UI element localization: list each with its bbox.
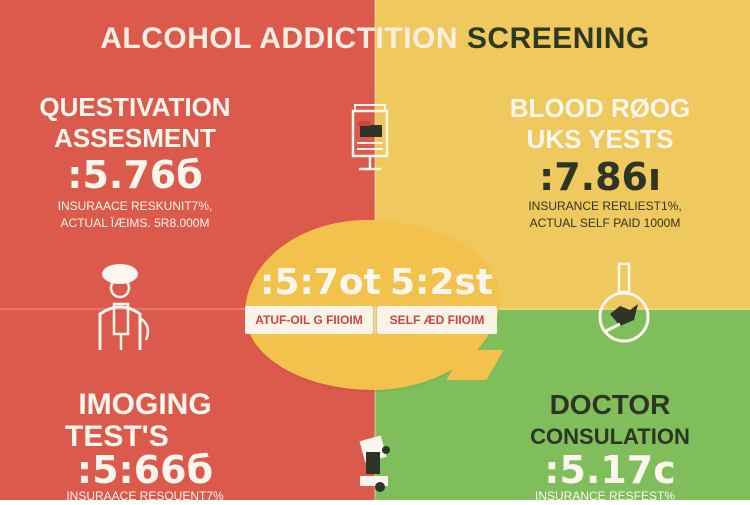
questionnaire-detail-line1: INSURAACE RESKUNIT7%, bbox=[57, 199, 213, 213]
questionnaire-heading-line2: ASSESMENT bbox=[54, 123, 216, 153]
center-label-separator bbox=[374, 306, 376, 334]
center-label-right: SELF ÆD FIIOIM bbox=[377, 306, 497, 334]
center-price-left: :5:7ot bbox=[260, 262, 381, 303]
blood-detail-line2: ACTUAL SELF PAID 1000M bbox=[529, 216, 681, 230]
blood-details: INSURANCE RERLIEST1%, ACTUAL SELF PAID 1… bbox=[505, 198, 705, 232]
questionnaire-detail-line2: ACTUAL ÏÆIMS. 5R8.000M bbox=[60, 216, 210, 230]
questionnaire-details: INSURAACE RESKUNIT7%, ACTUAL ÏÆIMS. 5R8.… bbox=[25, 198, 245, 232]
clipboard-doctor-icon bbox=[351, 104, 389, 171]
blood-detail-line1: INSURANCE RERLIEST1%, bbox=[528, 199, 682, 213]
center-price-right: 5:2st bbox=[390, 262, 494, 303]
blood-heading-line1: BLOOD RØOG bbox=[509, 93, 691, 123]
doctor-figure-icon bbox=[98, 264, 150, 350]
questionnaire-price: :5.76б bbox=[67, 153, 203, 197]
test-tube-hand-icon bbox=[598, 262, 650, 343]
title-part2: SCREENING bbox=[466, 22, 650, 55]
imaging-heading-line1: IMOGING bbox=[78, 388, 212, 421]
doctor-heading: DOCTOR CONSULATION bbox=[500, 389, 720, 453]
microscope-icon bbox=[359, 435, 390, 492]
blood-heading-line2: UKS YESTS bbox=[526, 124, 674, 154]
doctor-heading-line1: DOCTOR bbox=[549, 389, 671, 420]
imaging-heading-line2: TEST'S bbox=[65, 420, 169, 453]
questionnaire-heading-line1: QUESTIVATION bbox=[39, 92, 231, 122]
doctor-price: :5.17с bbox=[544, 448, 676, 492]
imaging-price: :5:66б bbox=[76, 448, 214, 492]
questionnaire-heading: QUESTIVATION ASSESMENT bbox=[30, 92, 240, 154]
imaging-detail-line1: INSURAACE RESQUENT7% bbox=[66, 489, 224, 503]
imaging-heading: IMOGING TEST'S bbox=[55, 389, 235, 453]
title-part1: ALCOHOL ADDICTITION bbox=[100, 22, 459, 55]
blood-heading: BLOOD RØOG UKS YESTS bbox=[505, 93, 695, 155]
page-title: ALCOHOL ADDICTITION SCREENING bbox=[0, 22, 750, 56]
blood-price: :7.86ı bbox=[539, 155, 661, 199]
center-label-left: ATUF-OIL G FIIOIM bbox=[245, 306, 373, 334]
doctor-detail-line1: INSURANCE RESFEST% bbox=[534, 489, 676, 503]
doctor-heading-line2: CONSULATION bbox=[530, 424, 690, 449]
